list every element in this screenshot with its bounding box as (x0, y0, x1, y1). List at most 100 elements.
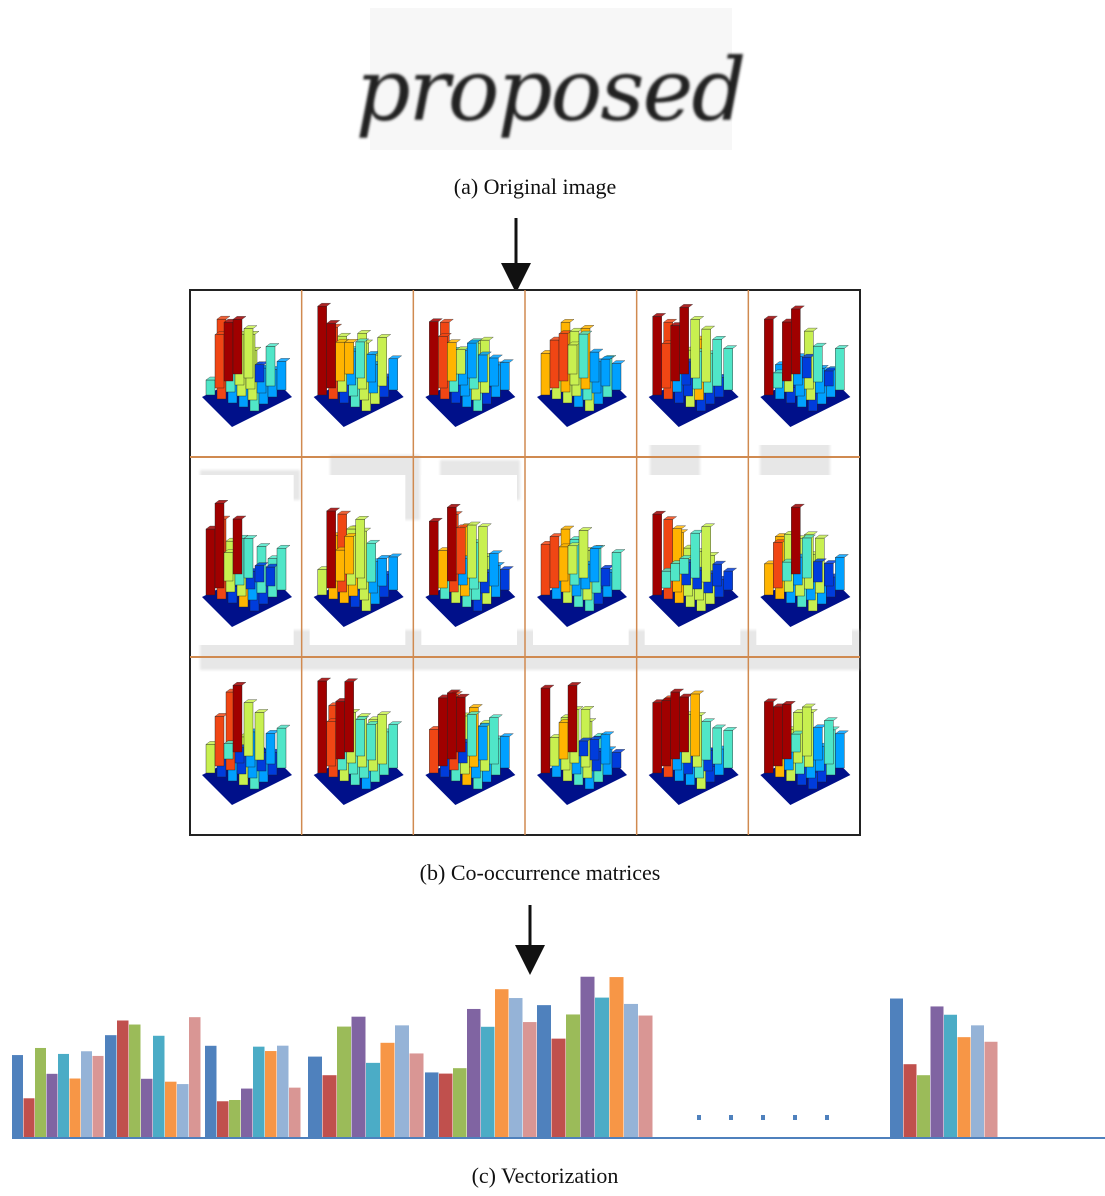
vector-bar (12, 1055, 23, 1138)
hist-bar (568, 546, 577, 574)
hist-bar (345, 536, 354, 574)
hist-bar (653, 514, 662, 595)
hist-bar (215, 716, 224, 766)
vector-bar (566, 1014, 580, 1138)
hist-bar (680, 307, 689, 374)
vector-bar (265, 1051, 277, 1138)
hist-bar (336, 342, 345, 381)
hist-bar (206, 744, 215, 773)
page: proposed (a) Original image (b) Co-occur… (0, 0, 1105, 1196)
hist-bar (438, 698, 447, 766)
hist-bar (429, 521, 438, 595)
hist-bar (336, 701, 345, 759)
hist-bar (791, 309, 800, 374)
caption-c: (c) Vectorization (472, 1163, 619, 1188)
hist-bar (478, 726, 487, 760)
hist-bar (224, 744, 233, 759)
vector-bar (944, 1015, 957, 1138)
vector-bar (47, 1074, 58, 1138)
hist-bar (456, 350, 465, 374)
hist-bar (541, 353, 550, 395)
hist-bar (215, 503, 224, 588)
vector-bar (24, 1098, 35, 1138)
hist-bar (367, 724, 376, 760)
hist-bar (489, 358, 498, 386)
vector-bar (366, 1063, 380, 1138)
hist-bar (255, 566, 264, 582)
hist-bar (327, 323, 336, 388)
hist-bar (601, 359, 610, 386)
hist-bar (579, 741, 588, 756)
hist-bar (447, 693, 456, 759)
hist-bar (318, 681, 327, 773)
hist-bar (500, 570, 509, 590)
hist-bar (429, 729, 438, 773)
hist-bar (813, 728, 822, 760)
hist-bar (336, 550, 345, 581)
hist-bar (224, 322, 233, 381)
hist-bar (447, 507, 456, 581)
vector-bar (453, 1068, 467, 1138)
hist-bar (653, 703, 662, 773)
hist-bar (206, 380, 215, 395)
hist-bar (438, 336, 447, 388)
hist-bar (662, 344, 671, 388)
vector-bar (129, 1025, 141, 1138)
vector-bar (105, 1035, 117, 1138)
hist-bar (702, 527, 711, 582)
vector-bar (624, 1004, 638, 1138)
hist-bar (568, 345, 577, 374)
hist-bar (266, 567, 275, 586)
vector-bar (971, 1025, 984, 1138)
hist-bar (691, 319, 700, 378)
hist-bar (835, 557, 844, 590)
hist-bar (467, 715, 476, 756)
vector-bar (509, 998, 523, 1138)
hist-bar (244, 703, 253, 756)
hist-bar (429, 322, 438, 395)
hist-bar (356, 519, 365, 578)
hist-bar (671, 326, 680, 381)
vector-bar (481, 1027, 495, 1138)
hist-bar (224, 553, 233, 581)
hist-bar (206, 529, 215, 595)
hist-bar (215, 335, 224, 388)
hist-bar (713, 728, 722, 764)
hist-bar (345, 342, 354, 374)
hist-bar (255, 712, 264, 760)
vector-bar (308, 1057, 322, 1138)
hist-bar (478, 355, 487, 382)
ellipsis-dot (729, 1115, 733, 1120)
vector-bar (141, 1079, 153, 1138)
hist-bar (378, 715, 387, 764)
hist-bar (724, 730, 733, 768)
hist-bar (327, 511, 336, 588)
hist-bar (835, 348, 844, 390)
hist-bar (773, 543, 782, 588)
hist-bar (266, 733, 275, 764)
hist-bar (277, 361, 286, 390)
vector-bar (467, 1009, 481, 1138)
hist-bar (802, 357, 811, 378)
ellipsis-dot (793, 1115, 797, 1120)
hist-bar (813, 562, 822, 582)
hist-bar (389, 557, 398, 590)
hist-bar (782, 562, 791, 581)
hist-bar (318, 306, 327, 395)
vector-bar (253, 1047, 265, 1138)
hist-bar (764, 564, 773, 595)
hist-bar (389, 725, 398, 768)
hist-bar (590, 739, 599, 760)
hist-bar (345, 682, 354, 752)
vector-bar (70, 1079, 81, 1138)
hist-bar (713, 339, 722, 386)
vector-bar (277, 1046, 289, 1138)
hist-bar (467, 525, 476, 578)
hist-bar (500, 737, 509, 768)
hist-bar (612, 752, 621, 768)
hist-bar (568, 685, 577, 752)
hist-bar (277, 548, 286, 590)
vector-bar (35, 1048, 46, 1138)
hist-bar (541, 544, 550, 595)
vector-bar (931, 1006, 944, 1138)
